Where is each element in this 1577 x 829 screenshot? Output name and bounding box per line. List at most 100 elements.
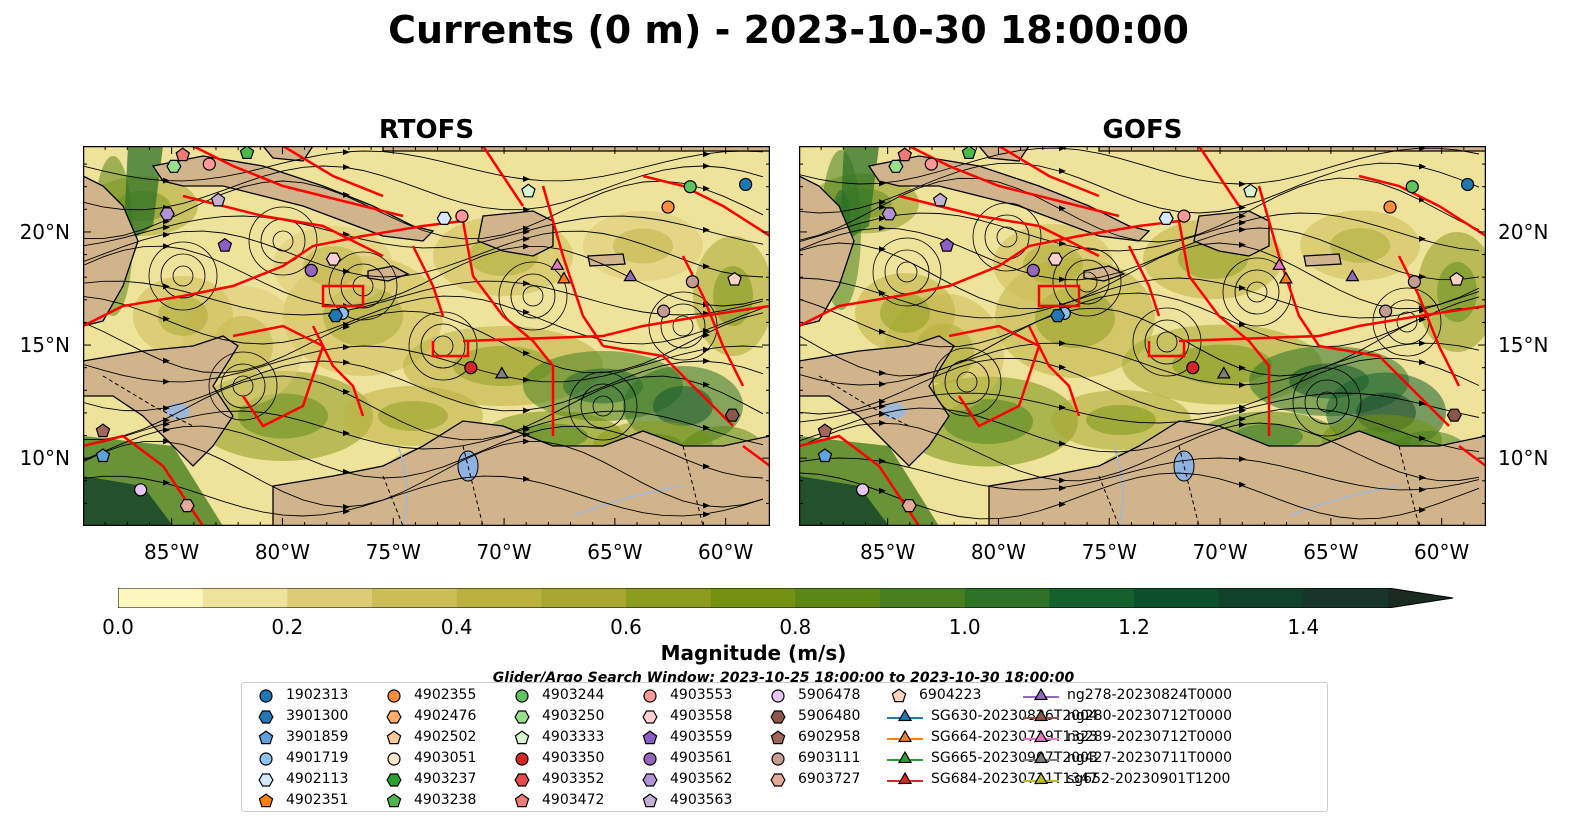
legend-marker[interactable] bbox=[259, 689, 273, 703]
legend-marker[interactable] bbox=[643, 752, 657, 766]
marker-6903111[interactable] bbox=[1407, 275, 1422, 289]
marker-ng289-20230712T0000[interactable] bbox=[1272, 257, 1287, 270]
marker-4903244[interactable] bbox=[1405, 180, 1419, 194]
marker-4903553[interactable] bbox=[1177, 209, 1191, 223]
marker-4903250[interactable] bbox=[888, 159, 904, 173]
marker-3901859[interactable] bbox=[817, 448, 833, 463]
marker-1902313[interactable] bbox=[1461, 177, 1475, 192]
marker-4903558[interactable] bbox=[1047, 252, 1063, 266]
marker-4903559[interactable] bbox=[217, 237, 233, 252]
legend-marker[interactable] bbox=[387, 689, 401, 703]
legend-marker[interactable] bbox=[514, 710, 530, 724]
marker-4903562[interactable] bbox=[159, 207, 175, 221]
legend-marker[interactable] bbox=[897, 771, 913, 785]
legend-marker[interactable] bbox=[897, 729, 913, 743]
marker-SG664-20230719T1323[interactable] bbox=[556, 271, 571, 284]
marker-ng278-20230824T0000[interactable] bbox=[623, 269, 638, 282]
legend-marker[interactable] bbox=[770, 710, 786, 724]
legend-marker[interactable] bbox=[1033, 771, 1049, 785]
marker-4903561[interactable] bbox=[304, 263, 318, 278]
marker-3901859[interactable] bbox=[95, 448, 111, 463]
marker-6903727[interactable] bbox=[901, 499, 917, 513]
legend-marker[interactable] bbox=[643, 689, 657, 703]
legend-marker[interactable] bbox=[642, 730, 658, 745]
legend-marker-icon bbox=[515, 689, 529, 703]
marker-4902355[interactable] bbox=[1383, 200, 1397, 214]
legend-marker[interactable] bbox=[771, 689, 785, 703]
legend-marker[interactable] bbox=[770, 730, 786, 745]
legend-marker[interactable] bbox=[642, 793, 658, 808]
marker-5906480[interactable] bbox=[724, 408, 740, 422]
marker-4903561[interactable] bbox=[1026, 263, 1040, 278]
marker-ng278-20230824T0000[interactable] bbox=[1345, 269, 1360, 282]
marker-4903238[interactable] bbox=[239, 146, 255, 159]
marker-ng427-20230711T0000[interactable] bbox=[494, 366, 509, 379]
marker-6904223[interactable] bbox=[727, 271, 742, 286]
legend-marker[interactable] bbox=[387, 752, 401, 766]
marker-4903563[interactable] bbox=[932, 192, 948, 207]
marker-1902313[interactable] bbox=[739, 177, 753, 192]
legend-marker[interactable] bbox=[386, 793, 402, 808]
legend-marker[interactable] bbox=[642, 710, 658, 724]
marker-4903472[interactable] bbox=[897, 147, 913, 162]
legend-marker[interactable] bbox=[514, 793, 530, 808]
marker-4903553[interactable] bbox=[202, 157, 216, 171]
legend-marker[interactable] bbox=[1033, 750, 1049, 764]
legend-marker[interactable] bbox=[515, 752, 529, 766]
marker-4903250[interactable] bbox=[166, 159, 182, 173]
legend-marker[interactable] bbox=[1033, 687, 1049, 701]
legend-marker[interactable] bbox=[386, 773, 402, 787]
marker-4902355[interactable] bbox=[661, 200, 675, 214]
marker-4903562[interactable] bbox=[881, 207, 897, 221]
marker-3901300[interactable] bbox=[328, 309, 344, 323]
marker-4903244[interactable] bbox=[683, 180, 697, 194]
legend-marker[interactable] bbox=[515, 689, 529, 703]
marker-ng289-20230712T0000[interactable] bbox=[550, 257, 565, 270]
marker-3901300[interactable] bbox=[1050, 309, 1066, 323]
marker-4903558[interactable] bbox=[325, 252, 341, 266]
marker-6902958[interactable] bbox=[95, 423, 111, 438]
marker-6903111[interactable] bbox=[685, 275, 700, 289]
marker-4903553[interactable] bbox=[455, 209, 469, 223]
legend-marker[interactable] bbox=[258, 793, 274, 808]
marker-4903350[interactable] bbox=[1186, 361, 1200, 375]
legend-marker[interactable] bbox=[514, 730, 530, 745]
legend-marker[interactable] bbox=[771, 752, 785, 766]
marker-4903238[interactable] bbox=[961, 146, 977, 159]
marker-4903563[interactable] bbox=[210, 192, 226, 207]
marker-SG664-20230719T1323[interactable] bbox=[1278, 271, 1293, 284]
legend-marker[interactable] bbox=[891, 688, 907, 703]
legend-marker[interactable] bbox=[1033, 708, 1049, 722]
legend-marker[interactable] bbox=[770, 773, 786, 787]
marker-5906478[interactable] bbox=[856, 483, 870, 497]
marker-4903559[interactable] bbox=[939, 237, 955, 252]
legend-marker[interactable] bbox=[897, 750, 913, 764]
legend-marker[interactable] bbox=[1033, 729, 1049, 743]
marker-4903333[interactable] bbox=[521, 183, 536, 198]
map-rtofs[interactable] bbox=[83, 146, 770, 526]
marker-6903111[interactable] bbox=[657, 304, 671, 318]
marker-5906478[interactable] bbox=[134, 483, 148, 497]
legend-marker[interactable] bbox=[258, 710, 274, 724]
legend-marker[interactable] bbox=[258, 773, 274, 787]
marker-4903333[interactable] bbox=[1243, 183, 1258, 198]
legend-marker[interactable] bbox=[258, 730, 274, 745]
marker-6904223[interactable] bbox=[1449, 271, 1464, 286]
marker-4902113[interactable] bbox=[436, 211, 452, 226]
marker-4903553[interactable] bbox=[924, 157, 938, 171]
legend-marker[interactable] bbox=[386, 710, 402, 724]
marker-6902958[interactable] bbox=[817, 423, 833, 438]
legend-marker[interactable] bbox=[386, 730, 402, 745]
marker-6903727[interactable] bbox=[179, 499, 195, 513]
marker-6903111[interactable] bbox=[1379, 304, 1393, 318]
marker-4903472[interactable] bbox=[175, 147, 191, 162]
legend-marker[interactable] bbox=[642, 773, 658, 787]
marker-5906480[interactable] bbox=[1446, 408, 1462, 422]
legend-marker[interactable] bbox=[897, 708, 913, 722]
marker-4903350[interactable] bbox=[464, 361, 478, 375]
map-gofs[interactable] bbox=[799, 146, 1486, 526]
legend-marker[interactable] bbox=[514, 773, 530, 787]
marker-ng427-20230711T0000[interactable] bbox=[1216, 366, 1231, 379]
legend-marker[interactable] bbox=[259, 752, 273, 766]
marker-4902113[interactable] bbox=[1158, 211, 1174, 226]
